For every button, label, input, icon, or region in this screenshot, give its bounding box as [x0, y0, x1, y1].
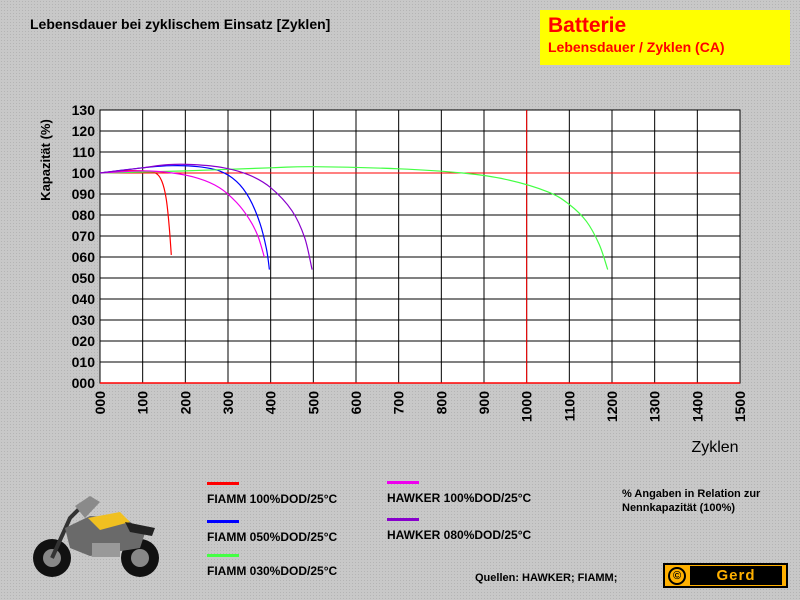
sources: Quellen: HAWKER; FIAMM;	[475, 572, 618, 584]
x-tick-label: 000	[92, 391, 108, 415]
x-tick-label: 1300	[647, 391, 663, 422]
logo-text: Gerd	[690, 566, 782, 585]
series-lines	[99, 163, 609, 270]
legend-swatch	[207, 482, 239, 485]
title-sub: Lebensdauer / Zyklen (CA)	[548, 39, 725, 55]
legend-item-hawker-100: HAWKER 100%DOD/25°C	[387, 481, 531, 505]
legend-label: FIAMM 030%DOD/25°C	[207, 564, 338, 578]
y-tick-label: 130	[72, 102, 96, 118]
x-tick-label: 800	[433, 391, 449, 415]
logo: © Gerd	[663, 563, 788, 588]
legend-item-hawker-080: HAWKER 080%DOD/25°C	[387, 518, 531, 542]
legend-swatch	[207, 520, 239, 523]
x-tick-label: 400	[263, 391, 279, 415]
x-tick-label: 900	[476, 391, 492, 415]
y-tick-label: 000	[72, 375, 96, 391]
legend-label: FIAMM 050%DOD/25°C	[207, 530, 338, 544]
legend-swatch	[387, 481, 419, 484]
x-axis-label: Zyklen	[691, 439, 738, 456]
legend-swatch	[207, 554, 239, 557]
y-tick-label: 080	[72, 207, 96, 223]
plot-area	[99, 109, 741, 384]
copyright-icon: ©	[668, 566, 686, 585]
y-tick-label: 070	[72, 228, 96, 244]
note: % Angaben in Relation zur Nennkapazität …	[622, 488, 761, 514]
legend-label: HAWKER 100%DOD/25°C	[387, 491, 532, 505]
title-main: Batterie	[548, 14, 627, 37]
x-tick-label: 1400	[689, 391, 705, 422]
page-title: Lebensdauer bei zyklischem Einsatz [Zykl…	[30, 16, 331, 32]
grid	[99, 109, 741, 384]
series-line	[99, 170, 172, 255]
title-box: Batterie Lebensdauer / Zyklen (CA)	[540, 10, 790, 65]
y-tick-label: 040	[72, 291, 96, 307]
legend-item-fiamm-050: FIAMM 050%DOD/25°C	[207, 520, 337, 544]
x-tick-label: 1200	[604, 391, 620, 422]
y-tick-label: 110	[72, 144, 95, 160]
x-tick-label: 500	[305, 391, 321, 415]
x-tick-label: 1500	[732, 391, 748, 422]
reference-lines	[100, 110, 740, 384]
series-line	[99, 163, 313, 270]
x-tick-label: 300	[220, 391, 236, 415]
y-axis-label: Kapazität (%)	[38, 119, 53, 201]
tick-labels: 000 010 020 030 040 050 060 070 080 090 100 110 120 1…	[72, 102, 748, 422]
y-tick-label: 120	[72, 123, 96, 139]
y-tick-label: 090	[72, 186, 96, 202]
y-tick-label: 100	[72, 165, 96, 181]
y-tick-label: 050	[72, 270, 96, 286]
chart: 000 010 020 030 040 050 060 070 080 090 100 110 120 1…	[38, 102, 748, 456]
y-tick-label: 030	[72, 312, 96, 328]
y-tick-label: 060	[72, 249, 96, 265]
x-tick-label: 700	[391, 391, 407, 415]
y-tick-label: 020	[72, 333, 96, 349]
x-tick-label: 600	[348, 391, 364, 415]
x-tick-label: 1100	[561, 391, 577, 422]
x-tick-label: 100	[135, 391, 151, 415]
series-line	[99, 170, 265, 258]
x-tick-label: 1000	[519, 391, 535, 422]
legend-label: FIAMM 100%DOD/25°C	[207, 492, 338, 506]
series-line	[99, 166, 609, 270]
legend-item-fiamm-100: FIAMM 100%DOD/25°C	[207, 482, 337, 506]
motorcycle-icon	[33, 496, 159, 577]
legend-item-fiamm-030: FIAMM 030%DOD/25°C	[207, 554, 337, 578]
y-tick-label: 010	[72, 354, 96, 370]
legend-swatch	[387, 518, 419, 521]
legend-label: HAWKER 080%DOD/25°C	[387, 528, 532, 542]
series-line	[99, 165, 270, 270]
x-tick-label: 200	[177, 391, 193, 415]
